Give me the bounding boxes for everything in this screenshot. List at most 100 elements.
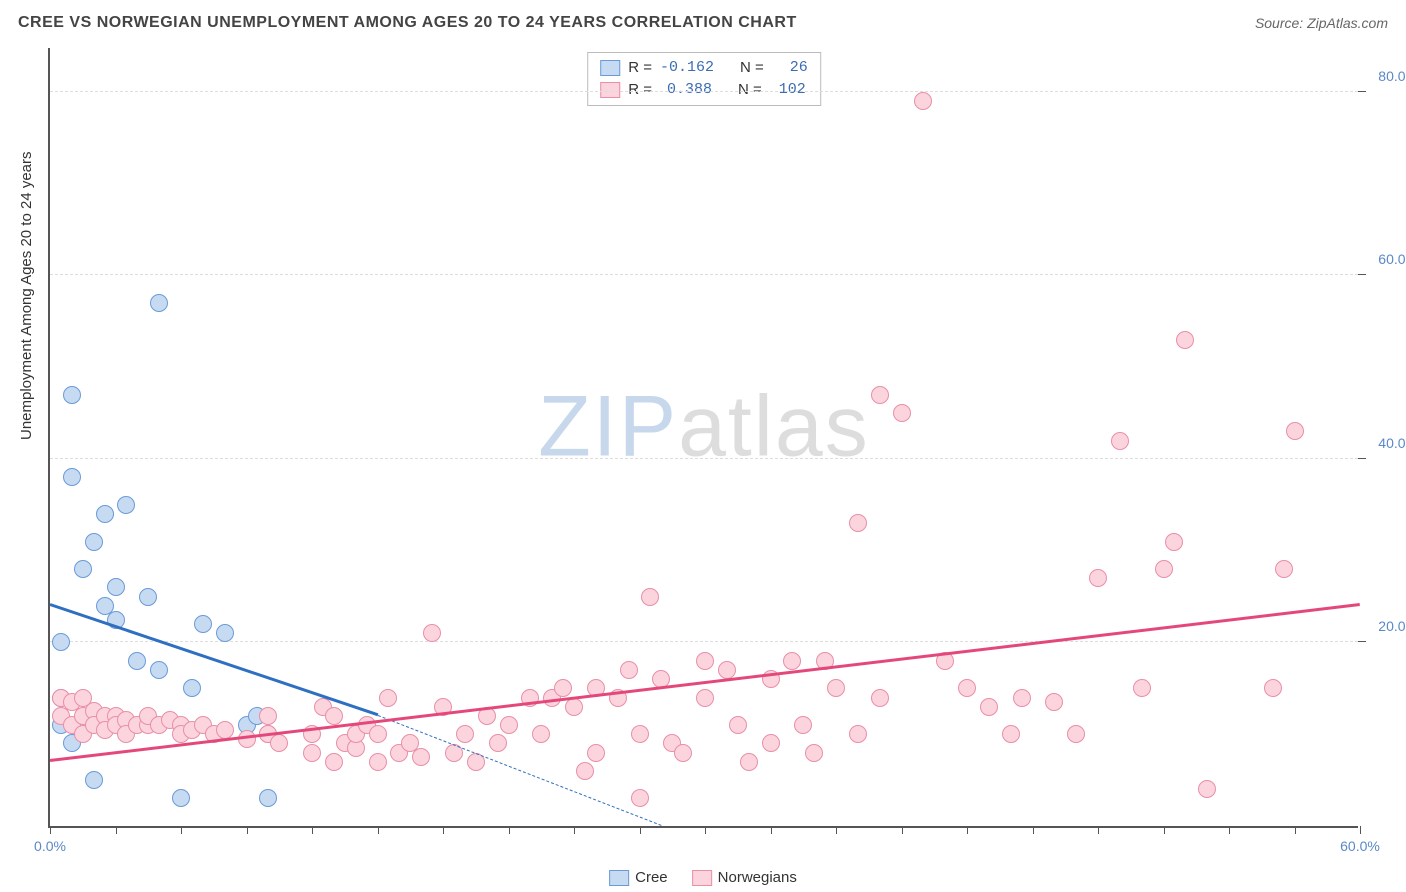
data-point [1155,560,1173,578]
source-name: ZipAtlas.com [1307,15,1388,31]
data-point [1133,679,1151,697]
data-point [587,744,605,762]
data-point [762,734,780,752]
x-tick [509,826,510,834]
data-point [1264,679,1282,697]
data-point [631,725,649,743]
data-point [379,689,397,707]
data-point [1111,432,1129,450]
data-point [1286,422,1304,440]
data-point [303,744,321,762]
x-tick-label: 0.0% [34,838,66,854]
data-point [412,748,430,766]
x-tick [312,826,313,834]
x-tick [1033,826,1034,834]
data-point [128,652,146,670]
y-tick-label: 60.0% [1378,251,1406,267]
y-tick-label: 20.0% [1378,618,1406,634]
data-point [893,404,911,422]
watermark: ZIPatlas [538,378,869,477]
y-tick-label: 40.0% [1378,435,1406,451]
trend-line-dashed [377,715,661,826]
data-point [96,505,114,523]
legend: Cree Norwegians [609,869,797,886]
gridline [50,274,1358,275]
data-point [576,762,594,780]
watermark-zip: ZIP [538,379,678,475]
x-tick [1164,826,1165,834]
data-point [871,386,889,404]
data-point [740,753,758,771]
n-label: N = [740,57,764,79]
data-point [871,689,889,707]
gridline [50,458,1358,459]
x-tick [836,826,837,834]
data-point [805,744,823,762]
data-point [216,624,234,642]
data-point [63,468,81,486]
data-point [783,652,801,670]
y-axis-title: Unemployment Among Ages 20 to 24 years [18,151,35,440]
data-point [1067,725,1085,743]
source-prefix: Source: [1255,15,1307,31]
data-point [1275,560,1293,578]
x-tick [50,826,51,834]
data-point [139,588,157,606]
legend-item: Cree [609,869,668,886]
data-point [554,679,572,697]
data-point [696,652,714,670]
data-point [794,716,812,734]
scatter-chart: ZIPatlas R =-0.162N =26R =0.388N =102 20… [48,48,1358,828]
source-attribution: Source: ZipAtlas.com [1255,15,1388,31]
data-point [1089,569,1107,587]
data-point [63,386,81,404]
data-point [958,679,976,697]
r-label: R = [628,57,652,79]
r-value: -0.162 [660,57,714,79]
data-point [980,698,998,716]
data-point [1045,693,1063,711]
data-point [85,771,103,789]
data-point [270,734,288,752]
data-point [1198,780,1216,798]
data-point [565,698,583,716]
x-tick [1360,826,1361,834]
data-point [216,721,234,739]
data-point [696,689,714,707]
trend-line [50,603,1360,762]
trend-line [50,603,378,716]
data-point [52,633,70,651]
data-point [259,707,277,725]
data-point [369,753,387,771]
x-tick [705,826,706,834]
data-point [532,725,550,743]
x-tick [1295,826,1296,834]
legend-item: Norwegians [692,869,797,886]
chart-title: CREE VS NORWEGIAN UNEMPLOYMENT AMONG AGE… [18,14,797,32]
x-tick [967,826,968,834]
data-point [194,615,212,633]
data-point [914,92,932,110]
data-point [1013,689,1031,707]
x-tick [181,826,182,834]
data-point [1165,533,1183,551]
data-point [1002,725,1020,743]
data-point [620,661,638,679]
data-point [150,294,168,312]
stats-row: R =-0.162N =26 [600,57,808,79]
data-point [456,725,474,743]
data-point [107,578,125,596]
legend-swatch [600,60,620,76]
data-point [150,661,168,679]
x-tick [1098,826,1099,834]
data-point [183,679,201,697]
x-tick [247,826,248,834]
data-point [325,707,343,725]
data-point [423,624,441,642]
data-point [849,514,867,532]
x-tick [574,826,575,834]
data-point [74,560,92,578]
gridline [50,641,1358,642]
data-point [325,753,343,771]
legend-swatch [609,870,629,886]
